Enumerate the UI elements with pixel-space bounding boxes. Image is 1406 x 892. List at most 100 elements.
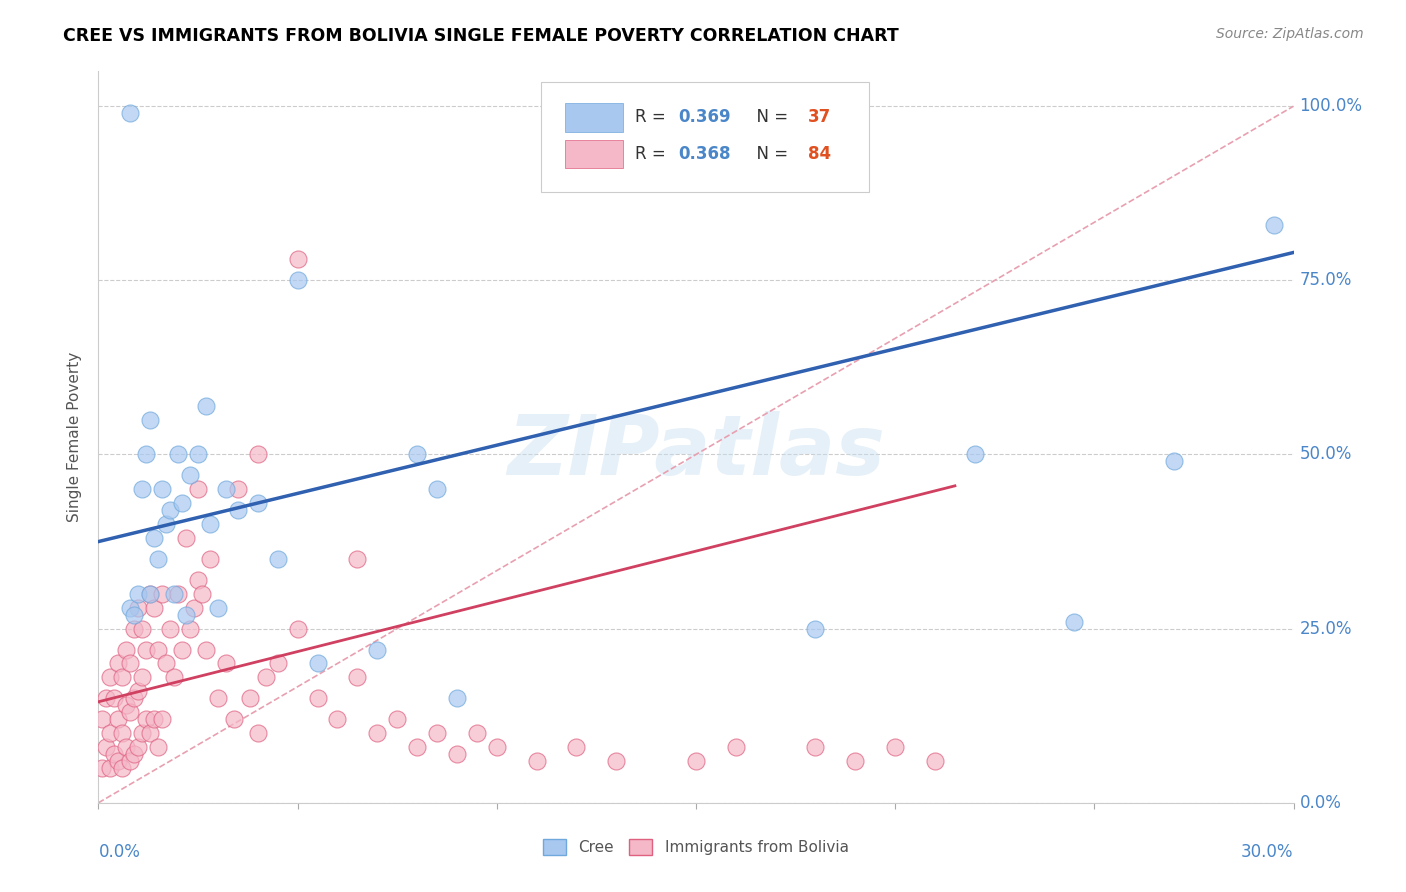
Point xyxy=(183,600,205,615)
Point xyxy=(287,273,309,287)
Text: 100.0%: 100.0% xyxy=(1299,97,1362,115)
Point xyxy=(120,705,142,719)
Point xyxy=(198,552,221,566)
Point xyxy=(605,754,627,768)
Point xyxy=(163,670,186,684)
Point xyxy=(195,642,218,657)
Point xyxy=(565,740,588,755)
Point xyxy=(163,587,186,601)
FancyBboxPatch shape xyxy=(565,103,623,132)
Point xyxy=(131,622,153,636)
Point xyxy=(107,712,129,726)
Point xyxy=(267,552,290,566)
Point xyxy=(124,691,146,706)
Text: 25.0%: 25.0% xyxy=(1299,620,1353,638)
Point xyxy=(174,531,197,545)
Text: N =: N = xyxy=(747,145,793,163)
Point xyxy=(155,517,177,532)
Point xyxy=(111,726,134,740)
Point xyxy=(366,642,388,657)
Point xyxy=(167,448,190,462)
Legend: Cree, Immigrants from Bolivia: Cree, Immigrants from Bolivia xyxy=(537,833,855,861)
Point xyxy=(143,712,166,726)
Point xyxy=(207,691,229,706)
Point xyxy=(98,726,122,740)
Point xyxy=(135,448,157,462)
Point xyxy=(246,448,269,462)
Y-axis label: Single Female Poverty: Single Female Poverty xyxy=(67,352,83,522)
Point xyxy=(406,448,429,462)
Point xyxy=(446,747,468,761)
Point xyxy=(120,657,142,671)
Point xyxy=(148,642,170,657)
FancyBboxPatch shape xyxy=(541,82,869,192)
Point xyxy=(127,740,149,755)
Point xyxy=(91,761,114,775)
Point xyxy=(246,496,269,510)
Text: CREE VS IMMIGRANTS FROM BOLIVIA SINGLE FEMALE POVERTY CORRELATION CHART: CREE VS IMMIGRANTS FROM BOLIVIA SINGLE F… xyxy=(63,27,898,45)
Point xyxy=(804,622,827,636)
Point xyxy=(135,712,157,726)
Point xyxy=(685,754,707,768)
Text: 75.0%: 75.0% xyxy=(1299,271,1353,289)
Point xyxy=(127,587,149,601)
Point xyxy=(107,657,129,671)
Text: 0.368: 0.368 xyxy=(678,145,731,163)
Point xyxy=(159,503,181,517)
Text: 30.0%: 30.0% xyxy=(1241,843,1294,861)
Point xyxy=(107,754,129,768)
Point xyxy=(139,587,162,601)
Point xyxy=(924,754,946,768)
Point xyxy=(120,106,142,120)
Point xyxy=(179,622,201,636)
Point xyxy=(139,726,162,740)
Point xyxy=(139,587,162,601)
Point xyxy=(172,496,194,510)
Point xyxy=(187,448,209,462)
Point xyxy=(287,252,309,267)
Point xyxy=(215,483,238,497)
Text: 50.0%: 50.0% xyxy=(1299,445,1353,464)
Point xyxy=(346,670,368,684)
Text: N =: N = xyxy=(747,109,793,127)
Point xyxy=(167,587,190,601)
Point xyxy=(179,468,201,483)
Point xyxy=(963,448,986,462)
Point xyxy=(465,726,488,740)
Point xyxy=(124,622,146,636)
Point xyxy=(131,726,153,740)
Point xyxy=(143,531,166,545)
Text: Source: ZipAtlas.com: Source: ZipAtlas.com xyxy=(1216,27,1364,41)
FancyBboxPatch shape xyxy=(565,140,623,169)
Point xyxy=(226,483,249,497)
Point xyxy=(150,483,173,497)
Point xyxy=(187,573,209,587)
Point xyxy=(195,399,218,413)
Point xyxy=(98,761,122,775)
Point xyxy=(254,670,277,684)
Point xyxy=(207,600,229,615)
Point xyxy=(111,761,134,775)
Point xyxy=(103,747,125,761)
Point xyxy=(187,483,209,497)
Point xyxy=(1263,218,1285,232)
Point xyxy=(150,587,173,601)
Point xyxy=(804,740,827,755)
Point xyxy=(127,684,149,698)
Point xyxy=(120,754,142,768)
Point xyxy=(174,607,197,622)
Point xyxy=(131,483,153,497)
Point xyxy=(246,726,269,740)
Text: ZIPatlas: ZIPatlas xyxy=(508,411,884,492)
Point xyxy=(148,552,170,566)
Point xyxy=(96,740,118,755)
Point xyxy=(222,712,245,726)
Point xyxy=(346,552,368,566)
Point xyxy=(98,670,122,684)
Point xyxy=(115,698,138,713)
Point xyxy=(724,740,747,755)
Point xyxy=(155,657,177,671)
Point xyxy=(287,622,309,636)
Point xyxy=(215,657,238,671)
Point xyxy=(148,740,170,755)
